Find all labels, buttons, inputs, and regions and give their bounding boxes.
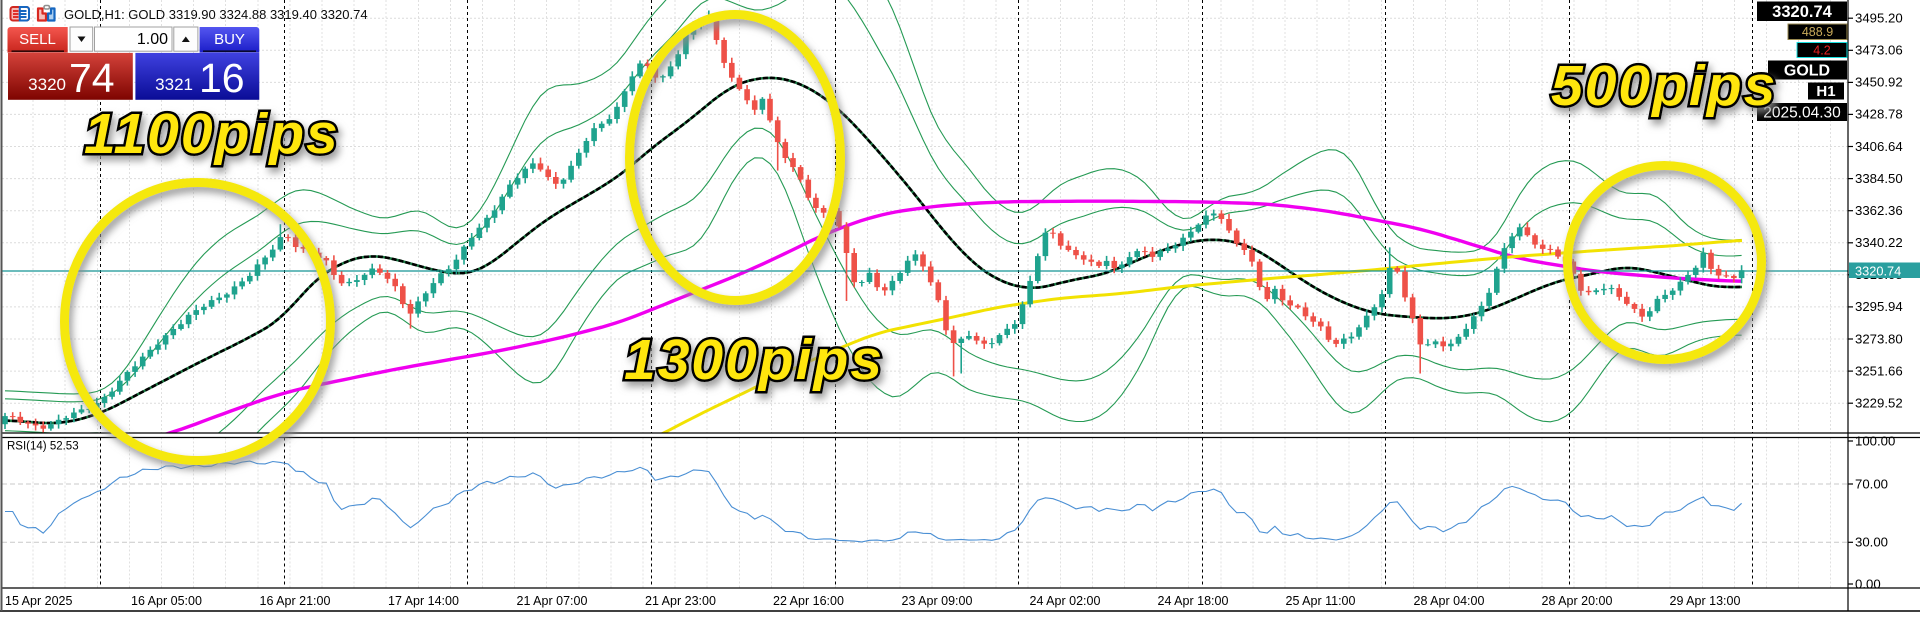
svg-text:3340.22: 3340.22 — [1855, 235, 1903, 250]
svg-text:16 Apr 05:00: 16 Apr 05:00 — [131, 594, 202, 608]
svg-text:3321: 3321 — [155, 75, 193, 94]
svg-text:3320.74: 3320.74 — [1855, 264, 1901, 279]
svg-text:3320.74: 3320.74 — [1772, 3, 1832, 21]
svg-text:RSI(14) 52.53: RSI(14) 52.53 — [7, 441, 79, 453]
svg-text:25 Apr 11:00: 25 Apr 11:00 — [1286, 594, 1356, 608]
svg-text:H1: H1 — [1816, 83, 1835, 100]
svg-text:1.00: 1.00 — [137, 31, 168, 48]
svg-text:GOLD: GOLD — [1784, 63, 1830, 80]
svg-text:21 Apr 07:00: 21 Apr 07:00 — [517, 594, 588, 608]
svg-text:500pips: 500pips — [1551, 54, 1777, 118]
svg-text:100.00: 100.00 — [1855, 433, 1895, 448]
svg-text:1100pips: 1100pips — [84, 102, 340, 166]
svg-text:3406.64: 3406.64 — [1855, 139, 1903, 154]
svg-text:3320: 3320 — [28, 75, 66, 94]
svg-text:22 Apr 16:00: 22 Apr 16:00 — [773, 594, 844, 608]
svg-text:24 Apr 02:00: 24 Apr 02:00 — [1030, 594, 1101, 608]
svg-text:70.00: 70.00 — [1855, 476, 1888, 491]
svg-text:17 Apr 14:00: 17 Apr 14:00 — [388, 594, 459, 608]
svg-text:74: 74 — [69, 55, 115, 101]
svg-text:3384.50: 3384.50 — [1855, 171, 1903, 186]
svg-text:21 Apr 23:00: 21 Apr 23:00 — [645, 594, 716, 608]
svg-text:2025.04.30: 2025.04.30 — [1763, 105, 1841, 122]
svg-text:SELL: SELL — [19, 31, 56, 48]
svg-text:3428.78: 3428.78 — [1855, 107, 1903, 122]
svg-text:29 Apr 13:00: 29 Apr 13:00 — [1670, 594, 1741, 608]
svg-text:3229.52: 3229.52 — [1855, 396, 1903, 411]
svg-text:3295.94: 3295.94 — [1855, 299, 1903, 314]
svg-text:28 Apr 20:00: 28 Apr 20:00 — [1542, 594, 1613, 608]
svg-text:3273.80: 3273.80 — [1855, 331, 1903, 346]
svg-text:3450.92: 3450.92 — [1855, 75, 1903, 90]
svg-text:28 Apr 04:00: 28 Apr 04:00 — [1414, 594, 1485, 608]
svg-text:3495.20: 3495.20 — [1855, 11, 1903, 26]
svg-text:3251.66: 3251.66 — [1855, 363, 1903, 378]
svg-text:GOLD,H1: GOLD 3319.90 3324.8: GOLD,H1: GOLD 3319.90 3324.88 3319.40 33… — [64, 7, 368, 22]
svg-text:16: 16 — [199, 55, 245, 101]
svg-text:15 Apr 2025: 15 Apr 2025 — [5, 594, 72, 608]
svg-text:488.9: 488.9 — [1802, 25, 1833, 39]
svg-text:BUY: BUY — [214, 31, 245, 48]
svg-text:3362.36: 3362.36 — [1855, 203, 1903, 218]
svg-text:16 Apr 21:00: 16 Apr 21:00 — [260, 594, 331, 608]
svg-text:30.00: 30.00 — [1855, 535, 1888, 550]
svg-text:4.2: 4.2 — [1813, 44, 1830, 58]
svg-text:0.00: 0.00 — [1855, 576, 1881, 591]
svg-text:23 Apr 09:00: 23 Apr 09:00 — [902, 594, 973, 608]
svg-text:24 Apr 18:00: 24 Apr 18:00 — [1158, 594, 1229, 608]
svg-text:1300pips: 1300pips — [624, 328, 884, 392]
svg-text:3473.06: 3473.06 — [1855, 43, 1903, 58]
